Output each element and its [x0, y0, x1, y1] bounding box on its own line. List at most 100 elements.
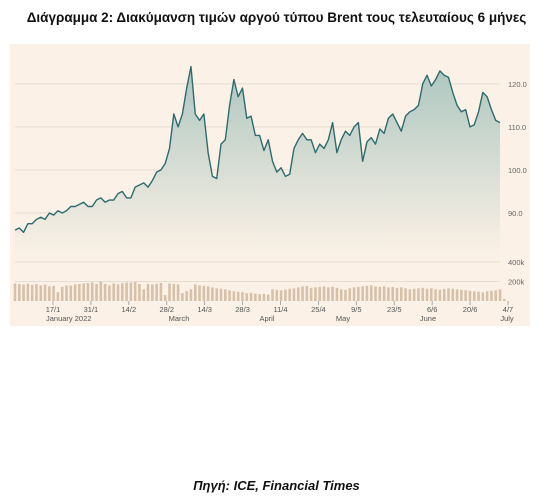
price-tick-label: 100.0: [508, 166, 527, 175]
volume-bar: [254, 293, 257, 301]
month-label: January 2022: [46, 314, 91, 323]
date-axis: 17/1 31/1 14/2 28/2 14/3 28/3 11/4 25/4 9/5 23/5 6…: [46, 301, 513, 314]
price-line: [14, 65, 501, 234]
volume-bar: [382, 286, 386, 302]
volume-bar: [224, 289, 227, 301]
volume-bar: [477, 291, 480, 301]
date-tick-label: 31/1: [84, 305, 99, 314]
volume-bar: [314, 287, 317, 301]
volume-bar: [395, 287, 399, 301]
volume-bar: [211, 287, 214, 301]
volume-bar: [284, 289, 287, 301]
volume-bar: [322, 286, 326, 302]
volume-bar: [138, 283, 141, 301]
volume-bar: [292, 288, 296, 301]
volume-bar: [43, 284, 47, 301]
volume-bar: [78, 283, 81, 301]
volume-bar: [73, 284, 77, 301]
volume-bar: [503, 299, 506, 301]
volume-bar: [309, 287, 313, 301]
month-label: June: [420, 314, 436, 323]
volume-bar: [108, 285, 111, 301]
volume-bar: [193, 284, 197, 301]
date-tick-label: 17/1: [46, 305, 61, 314]
price-tick-label: 120.0: [508, 80, 527, 89]
date-tick-label: 4/7: [503, 305, 513, 314]
volume-bar: [301, 286, 304, 302]
volume-bar: [155, 283, 158, 301]
volume-bar: [369, 285, 373, 301]
volume-bar: [103, 283, 107, 301]
volume-bar: [460, 289, 463, 301]
volume-bar: [468, 290, 472, 301]
date-tick-label: 14/3: [197, 305, 212, 314]
volume-tick-label: 400k: [508, 258, 525, 267]
volume-bar: [430, 288, 433, 301]
volume-bar: [438, 289, 442, 301]
volume-bar: [447, 288, 450, 301]
volume-bar: [374, 286, 377, 302]
date-tick-label: 11/4: [273, 305, 287, 314]
volume-bar: [112, 283, 115, 301]
volume-bar: [125, 282, 128, 301]
month-label: May: [336, 314, 350, 323]
volume-bar: [339, 289, 343, 301]
volume-bar: [22, 284, 25, 301]
volume-bar: [18, 283, 21, 301]
volume-bar: [236, 291, 240, 301]
volume-bar: [266, 294, 270, 301]
volume-bar: [146, 283, 150, 301]
date-tick-label: 6/6: [427, 305, 437, 314]
price-tick-label: 110.0: [508, 123, 526, 132]
volume-bar: [455, 289, 459, 301]
volume-bar: [30, 284, 34, 301]
month-label: July: [500, 314, 514, 323]
volume-bar: [391, 286, 394, 301]
volume-bar: [249, 292, 253, 301]
date-tick-label: 28/2: [159, 305, 174, 314]
volume-bar: [357, 286, 360, 301]
volume-bar: [451, 288, 455, 301]
volume-bar: [494, 290, 497, 301]
volume-bar: [121, 282, 124, 301]
volume-bar: [133, 281, 137, 301]
date-tick-label: 14/2: [122, 305, 137, 314]
volume-bar: [215, 288, 218, 301]
volume-bar: [417, 288, 420, 301]
volume-bar: [442, 288, 446, 301]
month-axis: January 2022 March April May June July: [46, 314, 514, 323]
volume-bar: [275, 289, 279, 301]
date-tick-label: 9/5: [351, 305, 361, 314]
volume-bar: [206, 286, 210, 302]
month-label: April: [259, 314, 274, 323]
date-tick-label: 20/6: [463, 305, 478, 314]
volume-bar: [176, 284, 180, 301]
volume-bar: [279, 290, 283, 301]
date-tick-label: 28/3: [235, 305, 250, 314]
volume-bar: [82, 283, 85, 301]
volume-bar: [198, 285, 201, 301]
volume-bar: [129, 282, 133, 301]
volume-bar: [318, 286, 322, 301]
volume-bar: [172, 283, 176, 301]
volume-bar: [52, 285, 55, 301]
chart-panel: 90.0 100.0 110.0 120.0 400k 200k 17/1 31/1 14/…: [10, 44, 530, 326]
date-tick-label: 23/5: [387, 305, 402, 314]
volume-bar: [335, 287, 339, 301]
volume-bar: [142, 289, 146, 301]
volume-bar: [151, 284, 154, 301]
volume-bar: [352, 287, 356, 301]
volume-bar: [464, 290, 467, 301]
volume-bar: [181, 293, 184, 301]
volume-bar: [219, 288, 223, 301]
volume-bar: [116, 284, 120, 301]
volume-bar: [232, 291, 236, 301]
date-tick-label: 25/4: [311, 305, 326, 314]
volume-bar: [185, 291, 188, 301]
volume-bar: [400, 287, 403, 301]
volume-bar: [331, 286, 334, 301]
volume-bar: [378, 286, 382, 301]
brent-price-series: [14, 65, 501, 234]
volume-bar: [189, 289, 193, 301]
volume-bar: [327, 287, 330, 301]
